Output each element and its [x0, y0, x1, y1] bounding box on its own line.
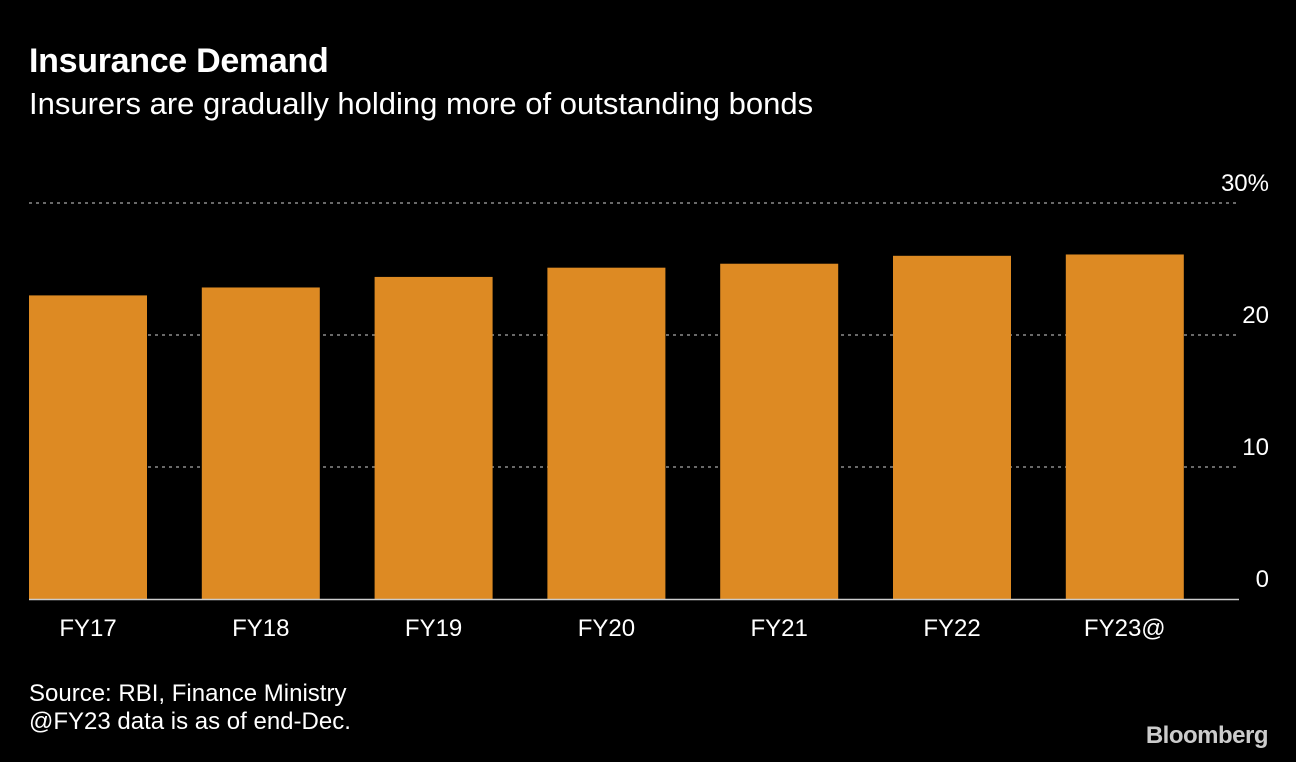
bar-fy20 — [547, 267, 666, 599]
y-tick-label: 0 — [1256, 566, 1269, 593]
x-tick-label: FY22 — [923, 615, 980, 642]
bloomberg-logo: Bloomberg — [1145, 722, 1269, 749]
x-tick-label: FY23@ — [1084, 615, 1166, 642]
x-tick-label: FY20 — [578, 615, 635, 642]
chart-title: Insurance Demand — [29, 42, 329, 80]
bar-fy21 — [720, 263, 839, 599]
x-tick-label: FY19 — [405, 615, 462, 642]
x-tick-label: FY18 — [232, 615, 289, 642]
y-tick-label: 20 — [1242, 302, 1269, 329]
bar-fy22 — [893, 255, 1011, 600]
y-tick-label: 30% — [1221, 170, 1269, 197]
data-footnote: @FY23 data is as of end-Dec. — [29, 708, 351, 735]
x-tick-label: FY17 — [59, 615, 116, 642]
bar-fy17 — [29, 295, 147, 599]
bar-fy18 — [201, 287, 320, 599]
x-axis-ticks: FY17 FY18 FY19 FY20 FY21 FY22 FY23@ — [59, 615, 1165, 642]
source-note: Source: RBI, Finance Ministry — [29, 680, 347, 707]
y-axis-ticks: 0 10 20 30% — [1221, 170, 1269, 593]
x-tick-label: FY21 — [751, 615, 808, 642]
chart-subtitle: Insurers are gradually holding more of o… — [29, 86, 814, 121]
bars — [29, 254, 1184, 600]
bar-fy19 — [374, 276, 493, 599]
y-tick-label: 10 — [1242, 434, 1269, 461]
bar-fy23 — [1065, 254, 1184, 600]
